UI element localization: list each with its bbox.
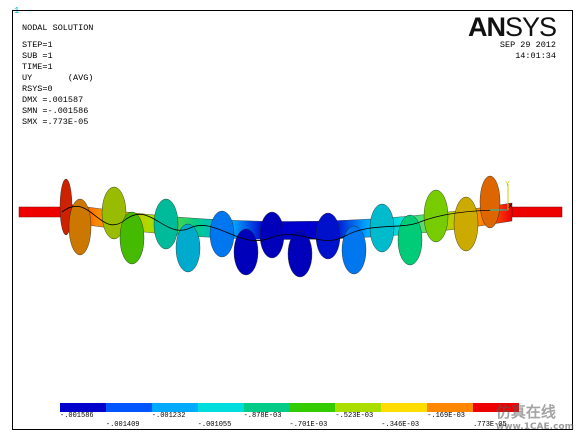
- legend-label-bottom: .773E-05: [473, 421, 507, 429]
- watermark-text: 仿真在线: [495, 403, 556, 421]
- legend-segment-4: [197, 403, 244, 412]
- axis-triad: Y X: [490, 181, 513, 211]
- dmx-label: DMX =.001587: [22, 95, 84, 105]
- screw-model-plot: Y X: [18, 175, 563, 278]
- legend-segment-2: [105, 403, 152, 412]
- watermark-url: www.1CAE.com: [495, 422, 574, 432]
- legend-label-top: -.001586: [60, 412, 94, 420]
- solution-info: NODAL SOLUTION STEP=1 SUB =1 TIME=1 UY (…: [22, 23, 93, 128]
- date-label: SEP 29 2012: [499, 40, 556, 50]
- contour-legend-bar: [60, 403, 520, 412]
- legend-segment-3: [151, 403, 198, 412]
- logo-an: AN: [468, 12, 506, 42]
- legend-segment-1: [60, 403, 106, 412]
- rsys-label: RSYS=0: [22, 84, 53, 94]
- legend-segment-6: [289, 403, 336, 412]
- quantity-label: UY (AVG): [22, 73, 94, 83]
- axis-x-label: X: [508, 203, 513, 210]
- time-label-clock: 14:01:34: [515, 51, 556, 61]
- right-shaft-end: [511, 206, 563, 218]
- helix-centerline: [61, 205, 506, 241]
- logo-sys: SYS: [505, 12, 557, 42]
- datetime-stamp: SEP 29 2012 14:01:34: [500, 40, 556, 62]
- left-shaft-end: [18, 206, 62, 218]
- helix-flights: [59, 175, 501, 278]
- sub-label: SUB =1: [22, 51, 53, 61]
- legend-segment-5: [243, 403, 290, 412]
- smx-label: SMX =.773E-05: [22, 117, 89, 127]
- legend-segment-7: [335, 403, 382, 412]
- legend-segment-9: [427, 403, 474, 412]
- legend-segment-10: [473, 403, 520, 412]
- legend-label-top: -.523E-03: [335, 412, 374, 420]
- legend-label-top: -.169E-03: [427, 412, 465, 420]
- step-label: STEP=1: [22, 40, 53, 50]
- plot-border: [12, 10, 573, 430]
- legend-label-bottom: -.001055: [197, 421, 232, 429]
- legend-label-top: -.878E-03: [243, 412, 282, 420]
- legend-label-bottom: -.701E-03: [289, 421, 328, 429]
- legend-label-bottom: -.001409: [105, 421, 140, 429]
- time-label: TIME=1: [22, 62, 53, 72]
- ansys-logo: ANSYS: [468, 12, 557, 43]
- plot-title: NODAL SOLUTION: [22, 23, 94, 33]
- smn-label: SMN =-.001586: [22, 106, 89, 116]
- legend-segment-8: [381, 403, 428, 412]
- window-number: 1: [14, 6, 20, 16]
- legend-label-bottom: -.346E-03: [381, 421, 420, 429]
- watermark: 仿真在线 www.1CAE.com: [496, 401, 574, 432]
- legend-label-top: -.001232: [151, 412, 186, 420]
- axis-y-label: Y: [505, 181, 510, 188]
